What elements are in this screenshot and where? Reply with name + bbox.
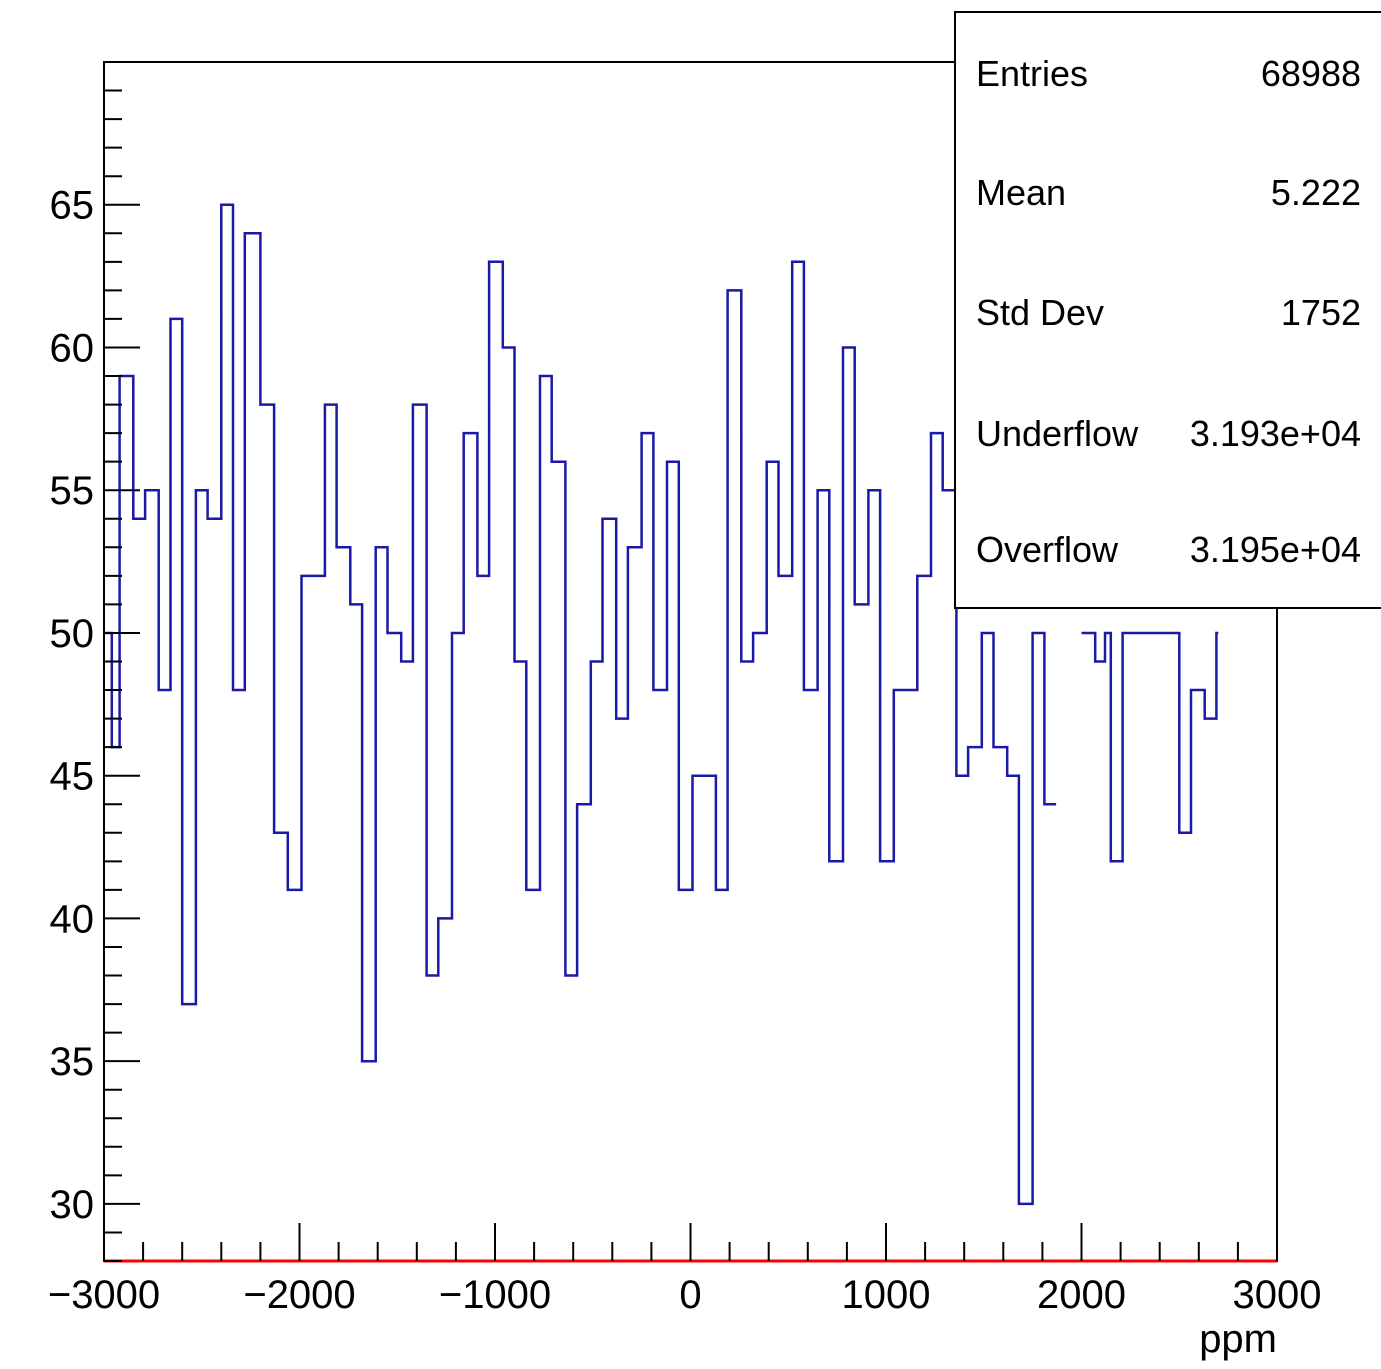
- histogram-data-layer: [104, 203, 1219, 1206]
- y-tick-label: 65: [50, 184, 95, 228]
- histogram-line-left: [104, 203, 1057, 1206]
- histogram-line-right: [1081, 631, 1219, 863]
- x-axis-title: ppm: [1199, 1317, 1277, 1361]
- x-tick-label: 0: [679, 1273, 701, 1317]
- stats-label: Std Dev: [976, 292, 1104, 333]
- stats-value: 3.193e+04: [1190, 413, 1361, 454]
- y-tick-label: 30: [50, 1183, 95, 1227]
- x-axis-tick-labels: −3000 −2000 −1000 0 1000 2000 3000: [48, 1273, 1322, 1317]
- y-tick-label: 55: [50, 469, 95, 513]
- y-axis-ticks: [104, 61, 140, 1262]
- x-tick-label: −1000: [439, 1273, 551, 1317]
- stats-label: Overflow: [976, 529, 1119, 570]
- x-tick-label: 3000: [1233, 1273, 1322, 1317]
- y-tick-label: 40: [50, 897, 95, 941]
- y-tick-label: 45: [50, 755, 95, 799]
- x-axis-ticks: [103, 1223, 1278, 1261]
- stats-label: Entries: [976, 53, 1088, 94]
- x-tick-label: −2000: [243, 1273, 355, 1317]
- x-tick-label: 1000: [842, 1273, 931, 1317]
- stats-value: 3.195e+04: [1190, 529, 1361, 570]
- stats-value: 5.222: [1271, 172, 1361, 213]
- stats-value: 1752: [1281, 292, 1361, 333]
- y-tick-label: 60: [50, 326, 95, 370]
- stats-label: Mean: [976, 172, 1066, 213]
- y-tick-label: 50: [50, 612, 95, 656]
- stats-value: 68988: [1261, 53, 1361, 94]
- x-tick-label: 2000: [1037, 1273, 1126, 1317]
- y-axis-tick-labels: 30 35 40 45 50 55 60 65: [50, 184, 95, 1227]
- y-tick-label: 35: [50, 1040, 95, 1084]
- stats-box: Entries 68988 Mean 5.222 Std Dev 1752 Underflo…: [954, 11, 1381, 609]
- stats-box-frame: [954, 11, 1381, 609]
- stats-label: Underflow: [976, 413, 1139, 454]
- x-tick-label: −3000: [48, 1273, 160, 1317]
